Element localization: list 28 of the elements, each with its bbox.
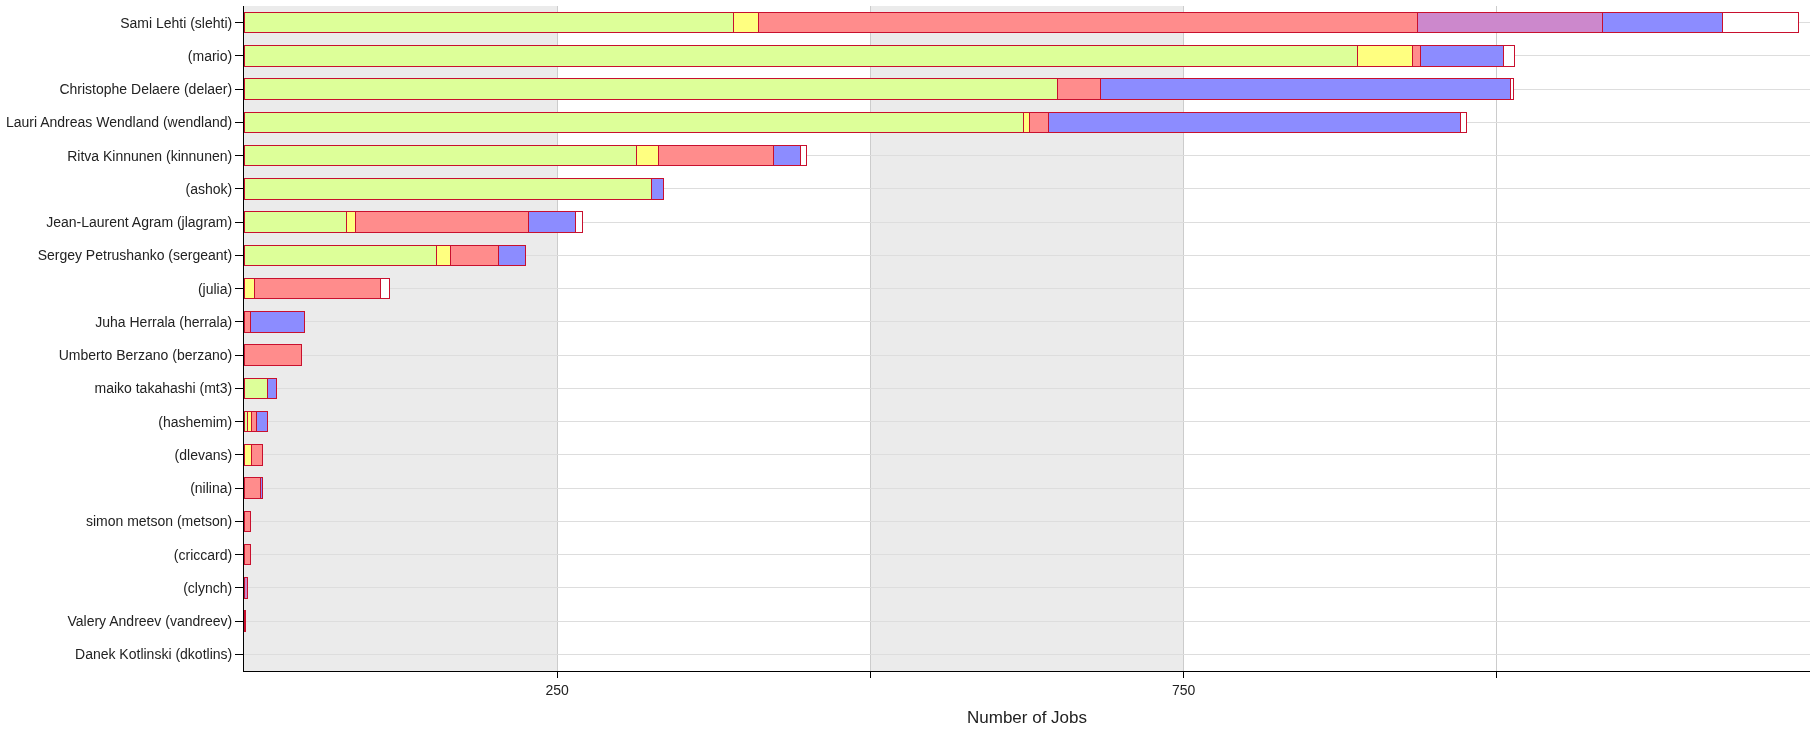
y-tick-label: Umberto Berzano (berzano) bbox=[58, 347, 233, 364]
y-tick-label: Sami Lehti (slehti) bbox=[120, 14, 233, 31]
x-tick-label: 750 bbox=[1171, 681, 1196, 698]
bar bbox=[244, 510, 251, 533]
y-tick-label: Ritva Kinnunen (kinnunen) bbox=[67, 147, 233, 164]
y-tick-label: (julia) bbox=[197, 280, 233, 297]
y-tick-label: Christophe Delaere (delaer) bbox=[59, 81, 233, 98]
y-tick-label: Valery Andreev (vandreev) bbox=[67, 613, 233, 630]
y-tick-label: (mario) bbox=[187, 47, 233, 64]
y-tick-label: (dlevans) bbox=[174, 446, 233, 463]
y-tick-label: Juha Herrala (herrala) bbox=[95, 313, 233, 330]
x-tick-label: 250 bbox=[545, 681, 570, 698]
y-tick-label: simon metson (metson) bbox=[85, 513, 233, 530]
bar bbox=[244, 543, 251, 566]
y-tick-label: (hashemim) bbox=[158, 413, 233, 430]
y-tick-label: (nilina) bbox=[190, 480, 233, 497]
bar bbox=[244, 344, 303, 366]
y-tick-label: Danek Kotlinski (dkotlins) bbox=[75, 646, 233, 663]
y-tick-label: Sergey Petrushanko (sergeant) bbox=[37, 247, 233, 264]
x-axis-title: Number of Jobs bbox=[967, 708, 1087, 728]
y-tick-label: Jean-Laurent Agram (jlagram) bbox=[46, 214, 233, 231]
y-tick-label: (clynch) bbox=[183, 579, 233, 596]
bar bbox=[244, 577, 249, 599]
y-tick-label: (ashok) bbox=[185, 180, 233, 197]
bar bbox=[244, 477, 261, 499]
y-tick-label: maiko takahashi (mt3) bbox=[94, 380, 233, 397]
y-tick-label: (criccard) bbox=[173, 546, 233, 563]
y-tick-label: Lauri Andreas Wendland (wendland) bbox=[5, 114, 233, 131]
